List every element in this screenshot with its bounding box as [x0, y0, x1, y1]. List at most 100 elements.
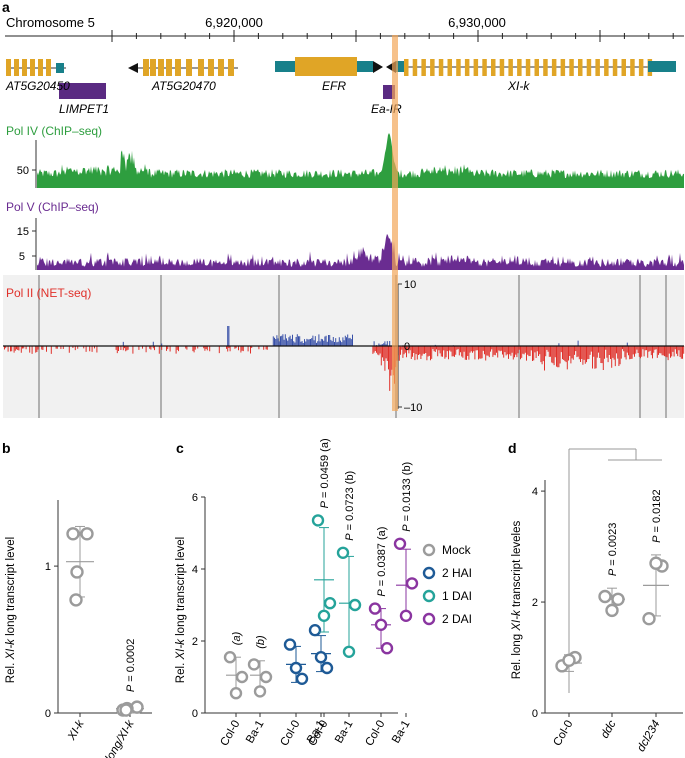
- gene-efr: [275, 57, 383, 76]
- exon: [464, 59, 470, 76]
- data-point: [562, 653, 576, 667]
- exon: [198, 59, 204, 76]
- limpet1-element: [59, 83, 106, 99]
- p-value-annotation: (b): [255, 635, 267, 649]
- category-label: Ba-1: [390, 719, 413, 746]
- data-point: [69, 593, 83, 607]
- category-label: Ba-1: [244, 719, 267, 746]
- exon: [491, 59, 496, 76]
- legend-label: 2 DAI: [442, 612, 472, 626]
- ea-ir-highlight-band: [392, 35, 398, 411]
- panel-a: a Chromosome 5 6,920,000 6,930,000: [2, 0, 685, 418]
- pol-iv-tick-50: 50: [17, 165, 29, 177]
- data-point: [380, 642, 394, 655]
- track-pol-iv: Pol IV (ChIP–seq) 50: [6, 124, 684, 188]
- exon: [638, 59, 644, 76]
- pol-v-signal: [37, 233, 684, 270]
- data-point: [317, 609, 331, 622]
- gene-xi-k: [386, 59, 676, 76]
- pol-ii-negative-signal: [4, 346, 685, 391]
- panel-d: d Rel. long XI-k transcript leveles 0 2 4 C…: [508, 440, 683, 754]
- exon: [143, 59, 149, 76]
- legend-label: 2 HAI: [442, 566, 472, 580]
- exon: [508, 59, 513, 76]
- legend-marker: [422, 566, 436, 580]
- exon: [482, 59, 487, 76]
- pol-v-tick-5: 5: [19, 251, 25, 263]
- label-efr: EFR: [322, 79, 346, 93]
- data-point: [253, 685, 267, 698]
- data-point: [311, 514, 325, 527]
- exon: [595, 59, 600, 76]
- data-point: [336, 546, 350, 559]
- y-tick-label: 6: [192, 492, 198, 504]
- exon: [6, 59, 11, 76]
- exon: [473, 59, 479, 76]
- y-tick-label: 0: [532, 708, 538, 720]
- data-point: [368, 602, 382, 615]
- y-tick-label: 0: [192, 708, 198, 720]
- y-tick-label: 2: [532, 597, 538, 609]
- gene-models: AT5G20450 AT5G20470 EFR XI-k LIMPET1 Ea-…: [5, 57, 676, 116]
- chromosome-label: Chromosome 5: [6, 15, 95, 30]
- data-point: [320, 661, 334, 675]
- legend-label: 1 DAI: [442, 589, 472, 603]
- label-xi-k: XI-k: [507, 79, 530, 93]
- exon: [456, 59, 461, 76]
- panel-label-a: a: [2, 0, 10, 15]
- d-y-axis-label: Rel. long XI-k transcript leveles: [511, 520, 523, 679]
- legend-label: Mock: [442, 543, 472, 557]
- exon: [158, 59, 164, 76]
- data-point: [605, 603, 619, 618]
- genome-axis-minor-ticks: [111, 30, 674, 42]
- legend-marker: [422, 543, 436, 557]
- exon: [621, 59, 626, 76]
- pol-ii-tick-10: 10: [404, 279, 416, 291]
- data-point: [314, 651, 328, 664]
- exon: [499, 59, 505, 76]
- data-point: [405, 577, 419, 590]
- tick-6930000: 6,930,000: [448, 15, 506, 30]
- category-label: Col-0: [278, 719, 302, 749]
- y-tick-label: 4: [532, 486, 538, 498]
- y-tick-label: 4: [192, 564, 198, 576]
- track-title-pol-iv: Pol IV (ChIP–seq): [6, 124, 102, 138]
- category-label: Ba-1: [333, 719, 356, 746]
- data-point: [80, 527, 94, 541]
- data-point: [374, 618, 388, 631]
- pol-v-tick-15: 15: [17, 226, 29, 238]
- exon: [30, 59, 35, 76]
- exon: [14, 59, 19, 76]
- exon: [438, 59, 444, 76]
- y-tick-label: 0: [45, 708, 51, 720]
- exon: [22, 59, 27, 76]
- data-point: [235, 670, 249, 684]
- p-value-annotation: (a): [231, 631, 243, 645]
- category-label: XI-k: [65, 717, 87, 743]
- p-value-annotation: P = 0.0002: [125, 639, 137, 693]
- d-comparison-bracket: [568, 448, 662, 693]
- gene-at5g20450: [6, 59, 66, 76]
- track-pol-v: Pol V (ChIP–seq) 15 5: [6, 200, 684, 270]
- track-pol-ii: Pol II (NET-seq) 10 0 –10: [3, 275, 685, 418]
- data-point: [70, 565, 84, 579]
- exon: [404, 59, 409, 76]
- data-point: [649, 556, 663, 570]
- pol-iv-signal: [37, 133, 684, 188]
- exon: [525, 59, 531, 76]
- data-point: [342, 645, 356, 658]
- exon: [517, 59, 522, 76]
- p-value-annotation: P = 0.0387 (a): [376, 527, 388, 597]
- data-point: [66, 527, 80, 541]
- c-y-axis-label: Rel. XI-k long transcript level: [175, 537, 187, 683]
- exon: [175, 59, 181, 76]
- category-label: dcl234: [635, 719, 662, 754]
- p-value-annotation: P = 0.0023: [607, 523, 619, 577]
- p-value-annotation: P = 0.0133 (b): [401, 462, 413, 532]
- gene-at5g20470: [128, 59, 238, 76]
- data-point: [119, 703, 133, 717]
- data-point: [283, 638, 297, 651]
- p-value-annotation: P = 0.0723 (b): [344, 471, 356, 541]
- exon: [430, 59, 435, 76]
